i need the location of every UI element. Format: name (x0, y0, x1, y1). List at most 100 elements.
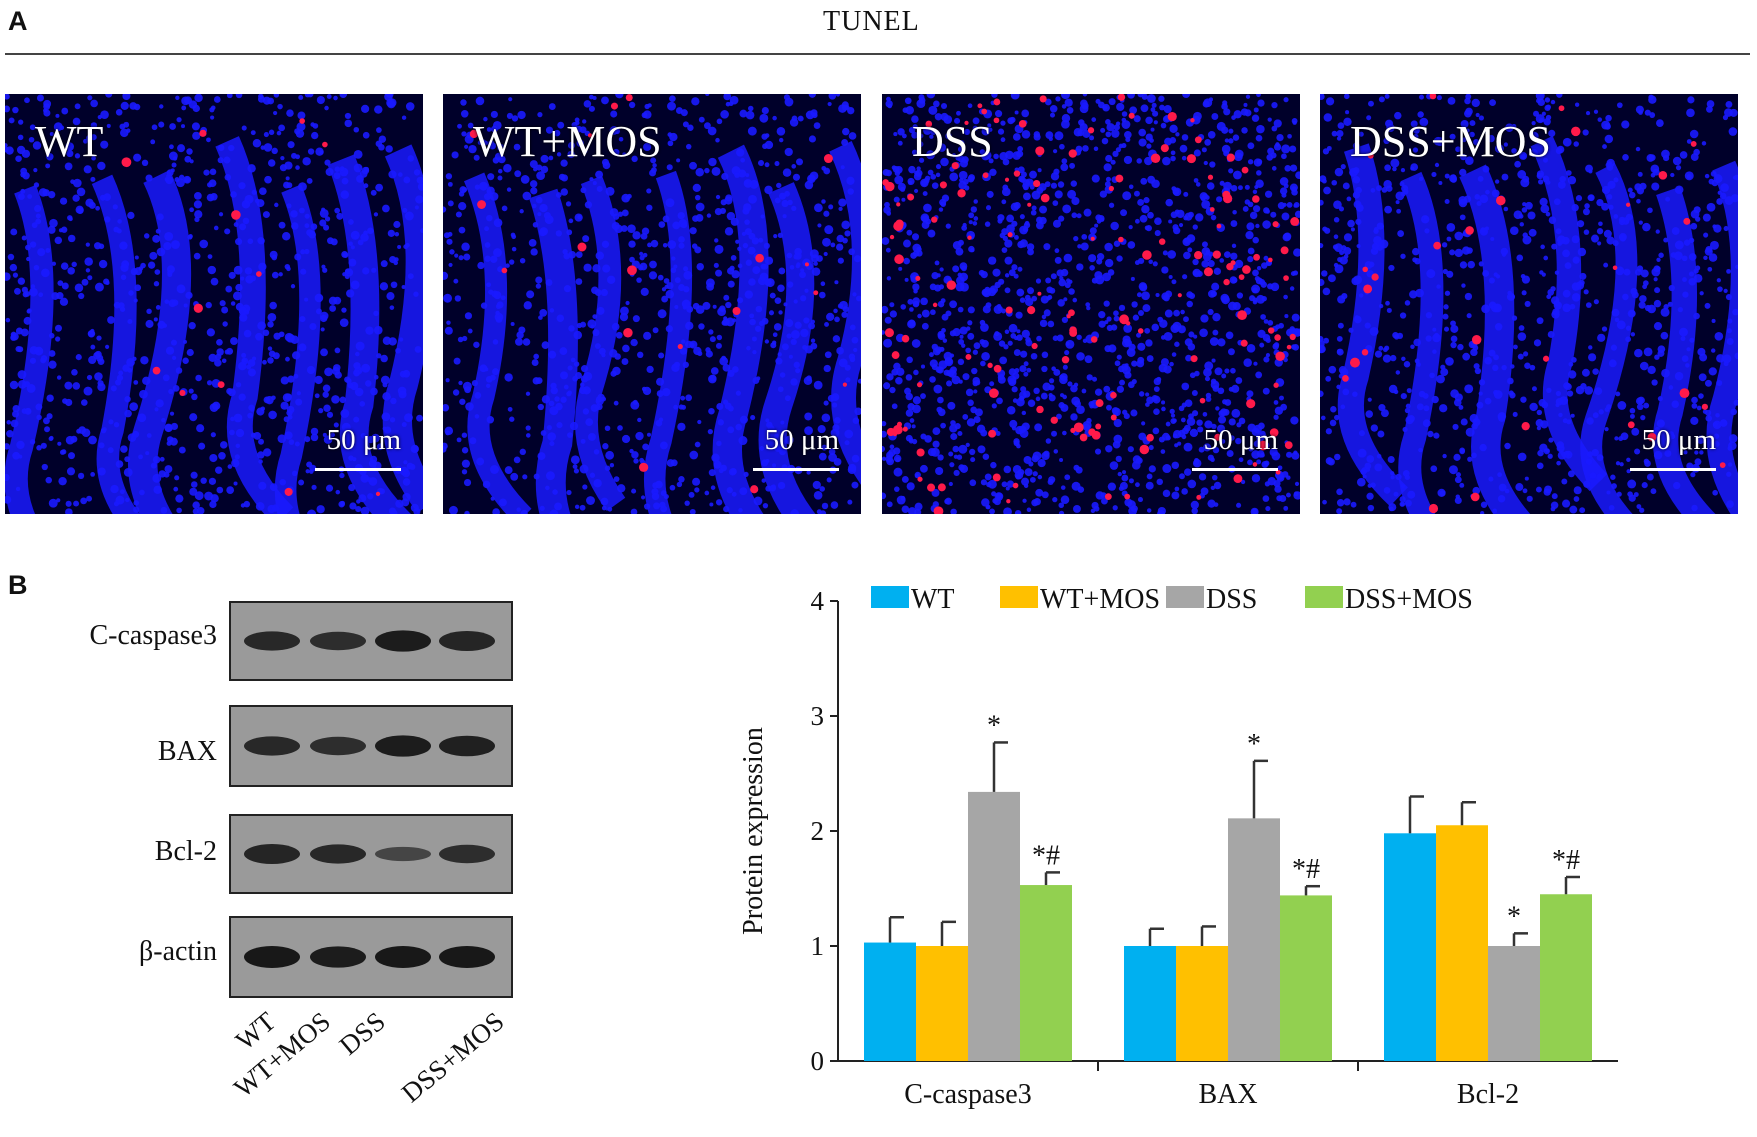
nucleus-dot (1691, 504, 1698, 512)
nucleus-dot (932, 427, 941, 436)
nucleus-dot (1410, 120, 1418, 128)
nucleus-dot (1256, 459, 1262, 465)
nucleus-dot (1001, 481, 1008, 488)
nucleus-dot (339, 318, 349, 328)
nucleus-dot (610, 110, 618, 118)
tunel-dot (967, 235, 972, 240)
nucleus-dot (761, 317, 769, 325)
nucleus-dot (1336, 488, 1343, 496)
nucleus-dot (1153, 120, 1158, 125)
nucleus-dot (941, 313, 949, 321)
nucleus-dot (282, 232, 291, 241)
nucleus-dot (1550, 501, 1559, 509)
nucleus-dot (1390, 158, 1400, 168)
nucleus-dot (605, 186, 615, 196)
nucleus-dot (844, 429, 854, 439)
nucleus-dot (698, 323, 705, 330)
nucleus-dot (1123, 155, 1133, 165)
nucleus-dot (1069, 162, 1076, 169)
nucleus-dot (68, 452, 75, 460)
nucleus-dot (582, 148, 588, 154)
nucleus-dot (113, 501, 120, 507)
nucleus-dot (1488, 277, 1495, 284)
nucleus-dot (1002, 235, 1008, 241)
nucleus-dot (1466, 313, 1472, 319)
nucleus-dot (1688, 278, 1696, 286)
nucleus-dot (230, 416, 235, 422)
nucleus-dot (476, 457, 485, 466)
nucleus-dot (145, 319, 154, 328)
nucleus-dot (207, 182, 213, 188)
nucleus-dot (210, 277, 219, 286)
nucleus-dot (1051, 430, 1058, 437)
nucleus-dot (639, 251, 644, 256)
tunel-dot (823, 154, 833, 164)
nucleus-dot (1108, 202, 1115, 208)
nucleus-dot (787, 199, 793, 206)
nucleus-dot (449, 505, 458, 514)
nucleus-dot (537, 452, 546, 461)
nucleus-dot (1601, 185, 1611, 195)
nucleus-dot (1228, 168, 1234, 174)
nucleus-dot (1509, 226, 1519, 236)
nucleus-dot (1490, 236, 1495, 242)
nucleus-dot (1503, 206, 1509, 212)
nucleus-dot (1734, 352, 1738, 360)
nucleus-dot (583, 100, 592, 108)
nucleus-dot (752, 266, 761, 275)
nucleus-dot (458, 191, 465, 197)
nucleus-dot (777, 481, 786, 490)
nucleus-dot (464, 144, 469, 149)
nucleus-dot (1547, 330, 1555, 338)
nucleus-dot (1536, 409, 1543, 416)
nucleus-dot (921, 309, 930, 318)
nucleus-dot (1644, 460, 1651, 467)
nucleus-dot (247, 359, 256, 367)
nucleus-dot (1045, 277, 1052, 284)
nucleus-dot (882, 456, 887, 461)
nucleus-dot (473, 154, 480, 161)
tunel-dot (804, 262, 809, 267)
nucleus-dot (522, 338, 531, 346)
nucleus-dot (669, 484, 676, 491)
nucleus-dot (367, 227, 374, 235)
nucleus-dot (210, 432, 216, 438)
nucleus-dot (1241, 127, 1248, 134)
nucleus-dot (1255, 223, 1260, 229)
nucleus-dot (1244, 199, 1251, 205)
nucleus-dot (1009, 419, 1018, 428)
nucleus-dot (756, 376, 761, 381)
nucleus-dot (1191, 410, 1199, 417)
nucleus-dot (1348, 327, 1354, 333)
nucleus-dot (646, 188, 652, 194)
nucleus-dot (113, 422, 120, 428)
nucleus-dot (596, 185, 603, 192)
nucleus-dot (1454, 231, 1464, 241)
tunel-dot (1612, 265, 1618, 271)
nucleus-dot (622, 152, 627, 157)
nucleus-dot (1707, 266, 1713, 272)
nucleus-dot (385, 145, 393, 153)
tunel-dot (1558, 105, 1565, 112)
nucleus-dot (1694, 450, 1699, 455)
nucleus-dot (959, 334, 964, 339)
nucleus-dot (1040, 392, 1048, 400)
nucleus-dot (1601, 120, 1611, 130)
nucleus-dot (1531, 121, 1536, 126)
nucleus-dot (1233, 170, 1242, 180)
nucleus-dot (1336, 384, 1341, 390)
nucleus-dot (944, 497, 952, 505)
nucleus-dot (1381, 187, 1388, 193)
nucleus-dot (1033, 387, 1040, 395)
nucleus-dot (692, 477, 701, 486)
nucleus-dot (1334, 453, 1341, 461)
nucleus-dot (1105, 154, 1113, 163)
nucleus-dot (1712, 421, 1719, 428)
nucleus-dot (376, 443, 384, 451)
nucleus-dot (1564, 262, 1572, 269)
nucleus-dot (717, 419, 724, 426)
nucleus-dot (394, 231, 400, 237)
nucleus-dot (834, 280, 839, 285)
nucleus-dot (894, 170, 901, 176)
nucleus-dot (1400, 393, 1407, 400)
